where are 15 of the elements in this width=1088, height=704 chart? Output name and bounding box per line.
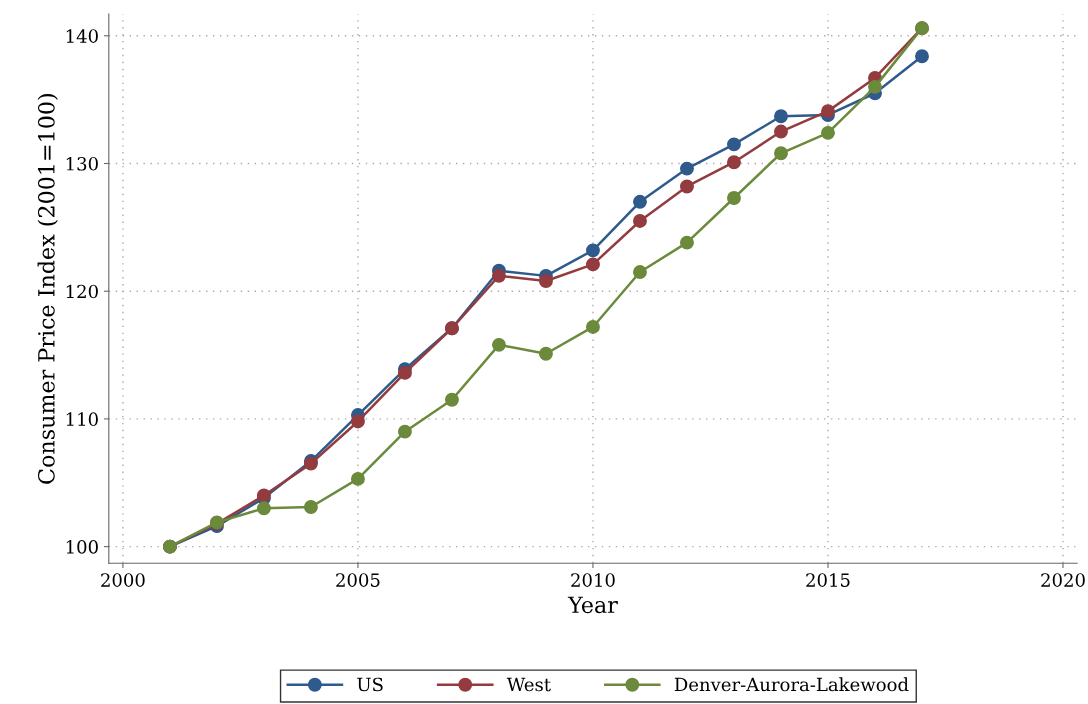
y-tick-label: 100 bbox=[66, 540, 98, 554]
legend-label: Denver-Aurora-Lakewood bbox=[674, 677, 909, 692]
legend-label: West bbox=[506, 677, 551, 692]
x-tick-label: 2015 bbox=[806, 573, 850, 587]
y-tick-label: 120 bbox=[66, 284, 98, 299]
x-tick-label: 2005 bbox=[336, 573, 380, 587]
x-tick-label: 2020 bbox=[1041, 573, 1085, 587]
y-tick-label: 140 bbox=[66, 29, 98, 43]
x-axis-title: Year bbox=[567, 596, 618, 614]
y-axis-title: Consumer Price Index (2001=100) bbox=[37, 94, 58, 484]
y-tick-label: 110 bbox=[66, 412, 98, 427]
x-tick-label: 2010 bbox=[571, 573, 615, 587]
y-tick-label: 130 bbox=[66, 156, 98, 171]
legend-label: US bbox=[357, 677, 383, 692]
x-tick-label: 2000 bbox=[101, 573, 145, 587]
